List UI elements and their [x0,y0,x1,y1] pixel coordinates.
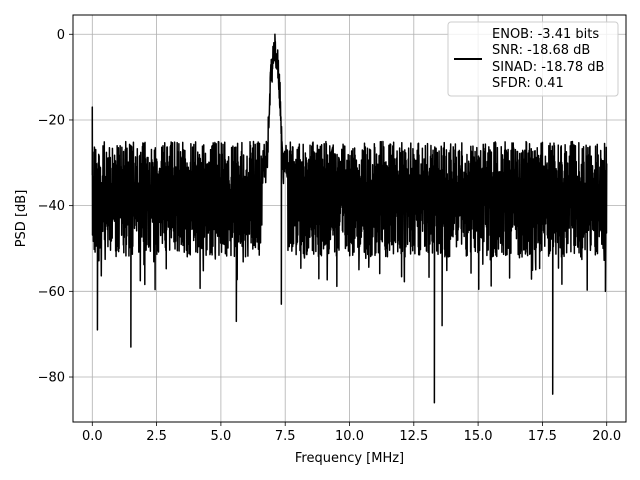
y-tick-label: 0 [57,28,65,43]
x-tick-label: 7.5 [275,429,296,444]
y-tick-label: −60 [38,285,65,300]
x-tick-label: 12.5 [399,429,428,444]
y-axis: 0 −20 −40 −60 −80 [38,28,73,386]
x-tick-label: 17.5 [528,429,557,444]
y-tick-label: −80 [38,371,65,386]
legend-snr: SNR: -18.68 dB [492,43,590,58]
y-tick-label: −40 [38,199,65,214]
psd-line [91,33,608,404]
legend-box [447,21,619,97]
legend-sinad: SINAD: -18.78 dB [492,60,604,75]
x-tick-label: 15.0 [464,429,493,444]
x-tick-label: 5.0 [211,429,232,444]
legend-sfdr: SFDR: 0.41 [492,76,564,91]
x-tick-label: 20.0 [592,429,621,444]
x-tick-label: 0.0 [82,429,103,444]
legend: ENOB: -3.41 bits SNR: -18.68 dB SINAD: -… [447,21,619,97]
legend-enob: ENOB: -3.41 bits [492,27,599,42]
y-axis-label: PSD [dB] [14,190,29,248]
x-axis-label: Frequency [MHz] [295,451,404,466]
x-axis: 0.0 2.5 5.0 7.5 10.0 12.5 15.0 17.5 20.0 [82,422,621,444]
series-group [91,33,608,404]
y-tick-label: −20 [38,113,65,128]
x-tick-label: 2.5 [146,429,167,444]
x-tick-label: 10.0 [335,429,364,444]
